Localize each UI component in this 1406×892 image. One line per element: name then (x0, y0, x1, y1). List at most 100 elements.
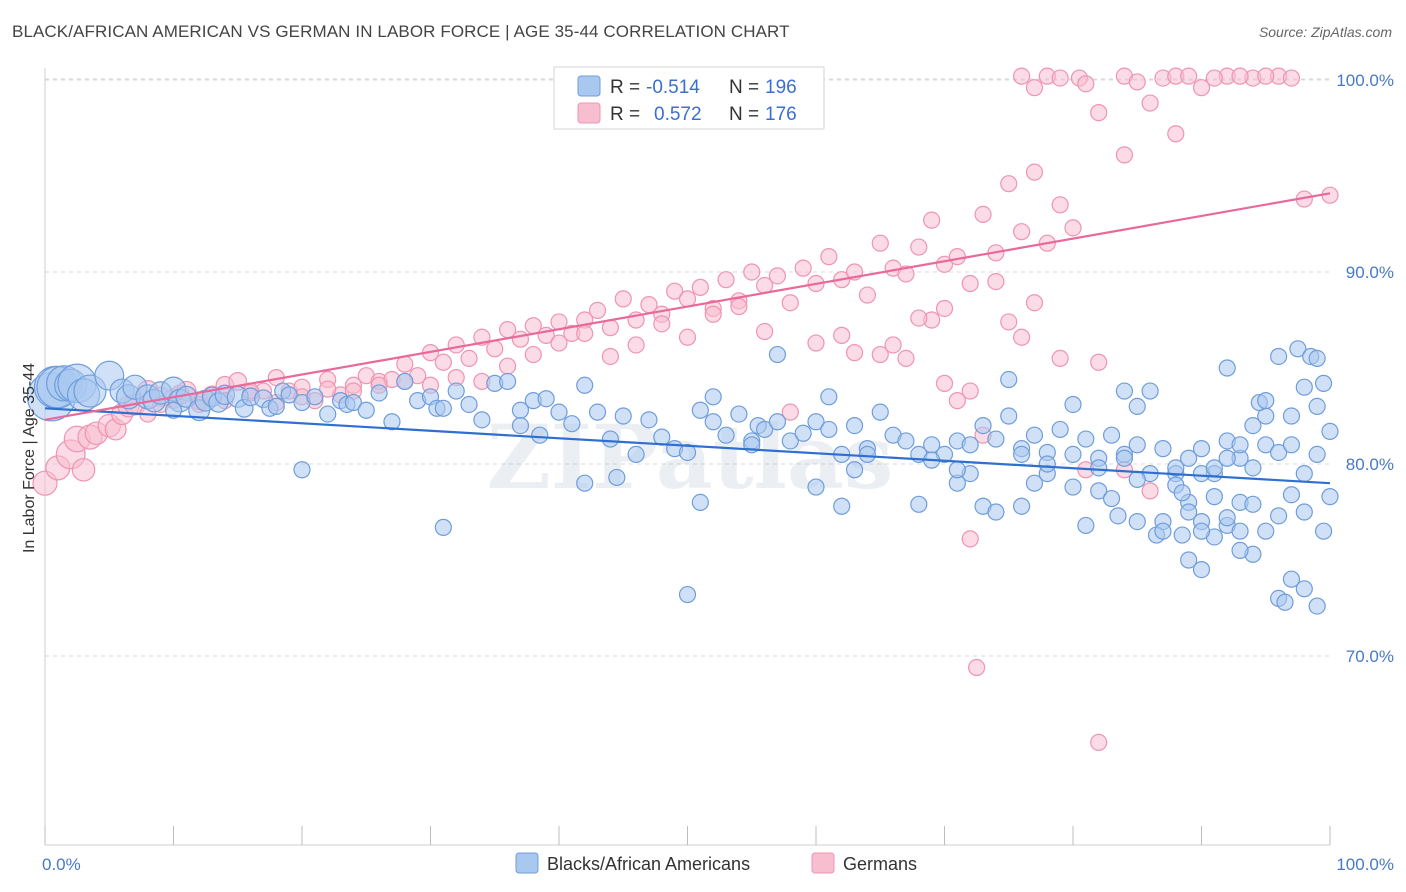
blacks-point (1128, 397, 1146, 415)
blacks-point (1321, 488, 1339, 506)
blacks-point (293, 461, 311, 479)
blacks-point (1038, 455, 1056, 473)
blacks-point (588, 403, 607, 421)
germans-point (1128, 73, 1146, 91)
blacks-point (1012, 497, 1031, 515)
legend-n-value-pink: 176 (765, 104, 797, 125)
blacks-point (344, 393, 362, 412)
blacks-point (434, 399, 452, 417)
legend-r-value-pink: 0.572 (654, 104, 702, 125)
germans-point (858, 286, 877, 304)
blacks-point (280, 386, 298, 404)
germans-point (781, 403, 799, 421)
blacks-point (1192, 522, 1211, 540)
germans-point (1257, 67, 1275, 85)
germans-trendline (44, 192, 1331, 421)
germans-points (32, 67, 1339, 752)
legend-n-value-blue: 196 (765, 77, 797, 98)
blacks-point (987, 503, 1005, 521)
blacks-point (768, 345, 787, 364)
blacks-point (1051, 420, 1069, 439)
germans-point (987, 273, 1005, 291)
blacks-point (768, 413, 787, 431)
x-tick-label: 0.0% (42, 855, 81, 874)
germans-point (1000, 313, 1018, 331)
blacks-point (550, 403, 568, 421)
blacks-point (447, 382, 465, 400)
germans-point (678, 328, 697, 346)
blacks-trendline (44, 407, 1331, 485)
germans-point (666, 282, 684, 300)
blacks-point (807, 478, 825, 496)
germans-point (1077, 75, 1095, 93)
blacks-point (1308, 445, 1326, 463)
germans-point (1115, 146, 1134, 164)
blacks-point (537, 390, 555, 408)
blacks-point (1314, 374, 1333, 392)
blacks-point (1102, 426, 1121, 444)
blacks-point (1115, 382, 1134, 400)
blacks-point (383, 413, 401, 431)
germans-point (755, 322, 774, 341)
blacks-point (1321, 422, 1339, 440)
legend-n-label-blue: N = (729, 77, 759, 98)
germans-point (1090, 733, 1108, 752)
germans-point (1025, 294, 1044, 312)
blacks-point (576, 474, 594, 492)
blacks-point (1295, 378, 1313, 396)
blacks-point (1218, 359, 1236, 377)
blacks-point (807, 413, 825, 431)
blacks-point (499, 372, 517, 391)
blacks-point (858, 445, 877, 463)
y-tick-label: 100.0% (1336, 71, 1394, 90)
blacks-point (1077, 516, 1095, 535)
blacks-point (820, 420, 838, 439)
germans-point (1012, 67, 1031, 85)
germans-point (524, 345, 542, 364)
blacks-point (1244, 417, 1262, 435)
blacks-point (164, 401, 183, 419)
blacks-point (370, 384, 388, 402)
germans-point (935, 374, 954, 392)
blacks-point (1231, 541, 1249, 560)
germans-point (1282, 69, 1301, 87)
blacks-point (1257, 522, 1275, 540)
germans-point (884, 336, 902, 354)
blacks-point (460, 395, 478, 414)
blacks-point (1308, 597, 1326, 615)
blacks-point (717, 426, 735, 444)
germans-point (1051, 69, 1069, 87)
trendlines (44, 192, 1331, 485)
blacks-point (1295, 465, 1313, 483)
germans-point (871, 234, 889, 252)
blacks-point (1244, 459, 1262, 477)
blacks-point (434, 518, 452, 536)
germans-point (897, 265, 915, 283)
germans-point (1205, 69, 1223, 87)
germans-point (807, 334, 825, 352)
blacks-point (1128, 436, 1146, 454)
blacks-point (1090, 482, 1108, 500)
germans-point (1231, 67, 1249, 85)
germans-point (961, 382, 979, 400)
axes (44, 68, 1331, 846)
germans-point (768, 267, 787, 285)
germans-point (1167, 125, 1185, 143)
blacks-point (987, 430, 1005, 448)
blacks-point (614, 407, 632, 425)
blacks-point (1180, 551, 1198, 569)
blacks-point (1231, 522, 1249, 540)
germans-point (460, 349, 478, 367)
germans-point (1012, 328, 1031, 346)
y-tick-label: 90.0% (1346, 263, 1394, 282)
blacks-point (781, 432, 799, 450)
blacks-point (1128, 512, 1146, 531)
blacks-point (1295, 503, 1313, 521)
bottom-legend-label-blue: Blacks/African Americans (547, 854, 750, 874)
series-legend: Blacks/African Americans Germans (515, 852, 917, 874)
germans-point (717, 271, 735, 289)
blacks-point (1257, 392, 1275, 410)
blacks-point (306, 388, 324, 406)
y-tick-label: 70.0% (1346, 647, 1394, 666)
